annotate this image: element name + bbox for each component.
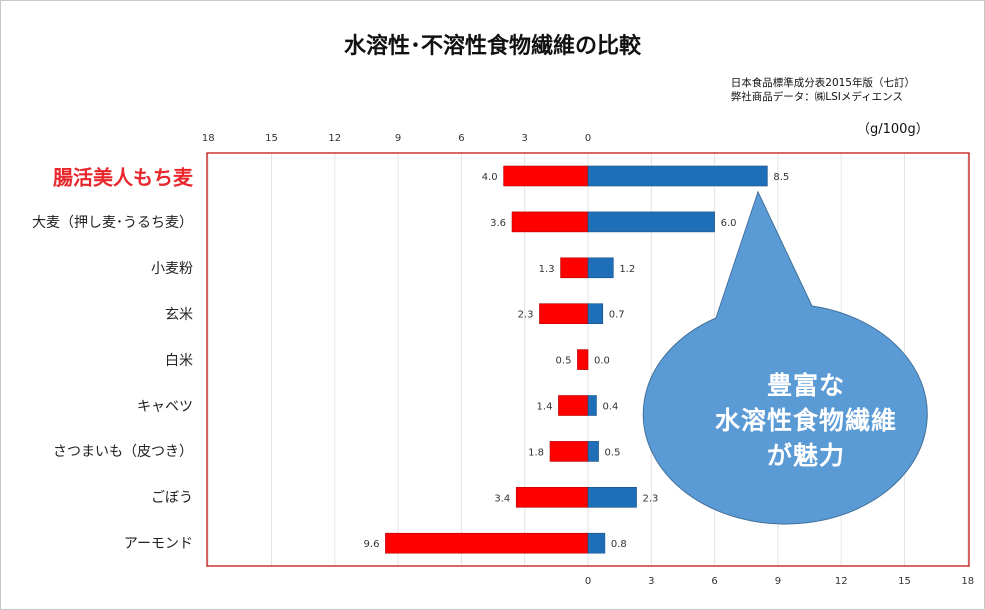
data-label-soluble: 8.5 [773,172,789,183]
callout-line-2: 水溶性食物繊維 [714,406,897,435]
bar-insoluble [560,257,589,279]
callout-text: 豊富な 水溶性食物繊維 が魅力 [672,368,940,473]
data-label-soluble: 2.3 [643,493,659,504]
category-label: 腸活美人もち麦 [53,165,193,190]
data-label-soluble: 0.5 [605,447,621,458]
data-label-insoluble: 3.6 [490,218,506,229]
bar-insoluble [511,211,589,233]
bar-soluble [587,395,597,416]
bottom-tick-label: 6 [711,576,717,587]
bar-soluble [587,211,715,233]
category-label: 白米 [165,352,193,369]
callout-bubble [642,190,928,525]
bar-soluble [587,165,768,187]
source-line-2: 弊社商品データ：㈱LSIメディエンス [730,91,903,103]
callout-line-3: が魅力 [766,441,845,470]
data-label-insoluble: 1.8 [528,447,544,458]
bottom-tick-label: 12 [835,576,848,587]
unit-label: （g/100g） [857,122,929,137]
data-label-insoluble: 9.6 [364,539,380,550]
bar-soluble [587,486,637,508]
category-label: キャベツ [137,398,193,415]
bar-insoluble [503,165,589,187]
top-tick-label: 3 [522,133,528,144]
bar-insoluble [539,303,589,325]
bar-soluble [587,441,599,462]
data-label-soluble: 6.0 [721,218,737,229]
category-label: アーモンド [123,536,193,553]
category-label: 玄米 [165,306,193,323]
bar-insoluble [385,532,589,554]
bottom-tick-label: 15 [898,576,911,587]
category-label: さつまいも（皮つき） [53,444,193,461]
category-label: 大麦（押し麦･うるち麦） [32,214,193,231]
data-label-insoluble: 0.5 [556,356,572,367]
top-tick-label: 9 [395,133,401,144]
bottom-tick-label: 0 [585,576,591,587]
data-label-insoluble: 2.3 [518,310,534,321]
top-tick-label: 0 [585,133,591,144]
category-label: 小麦粉 [151,260,193,277]
bar-insoluble [558,395,589,416]
bar-insoluble [515,486,589,508]
bar-soluble [587,303,604,325]
source-note: 日本食品標準成分表2015年版（七訂） 弊社商品データ：㈱LSIメディエンス [731,76,915,104]
callout-line-1: 豊富な [766,371,845,400]
top-tick-label: 12 [328,133,341,144]
source-line-1: 日本食品標準成分表2015年版（七訂） [730,77,915,89]
data-label-insoluble: 4.0 [482,172,498,183]
top-tick-label: 15 [265,133,278,144]
data-label-soluble: 0.0 [594,356,610,367]
data-label-soluble: 1.2 [619,264,635,275]
bottom-tick-label: 9 [775,576,781,587]
data-label-soluble: 0.4 [602,402,618,413]
data-label-soluble: 0.8 [611,539,627,550]
bar-insoluble [549,441,589,462]
top-tick-label: 18 [202,133,215,144]
bar-soluble [587,257,614,279]
bar-soluble [587,532,606,554]
category-label: ごぼう [151,490,193,507]
bottom-tick-label: 18 [961,576,974,587]
top-tick-label: 6 [458,133,464,144]
bar-insoluble [577,349,589,370]
data-label-soluble: 0.7 [609,310,625,321]
data-label-insoluble: 1.4 [537,402,553,413]
bottom-tick-label: 3 [648,576,654,587]
data-label-insoluble: 3.4 [494,493,510,504]
data-label-insoluble: 1.3 [539,264,555,275]
chart-title: 水溶性･不溶性食物繊維の比較 [343,34,641,59]
